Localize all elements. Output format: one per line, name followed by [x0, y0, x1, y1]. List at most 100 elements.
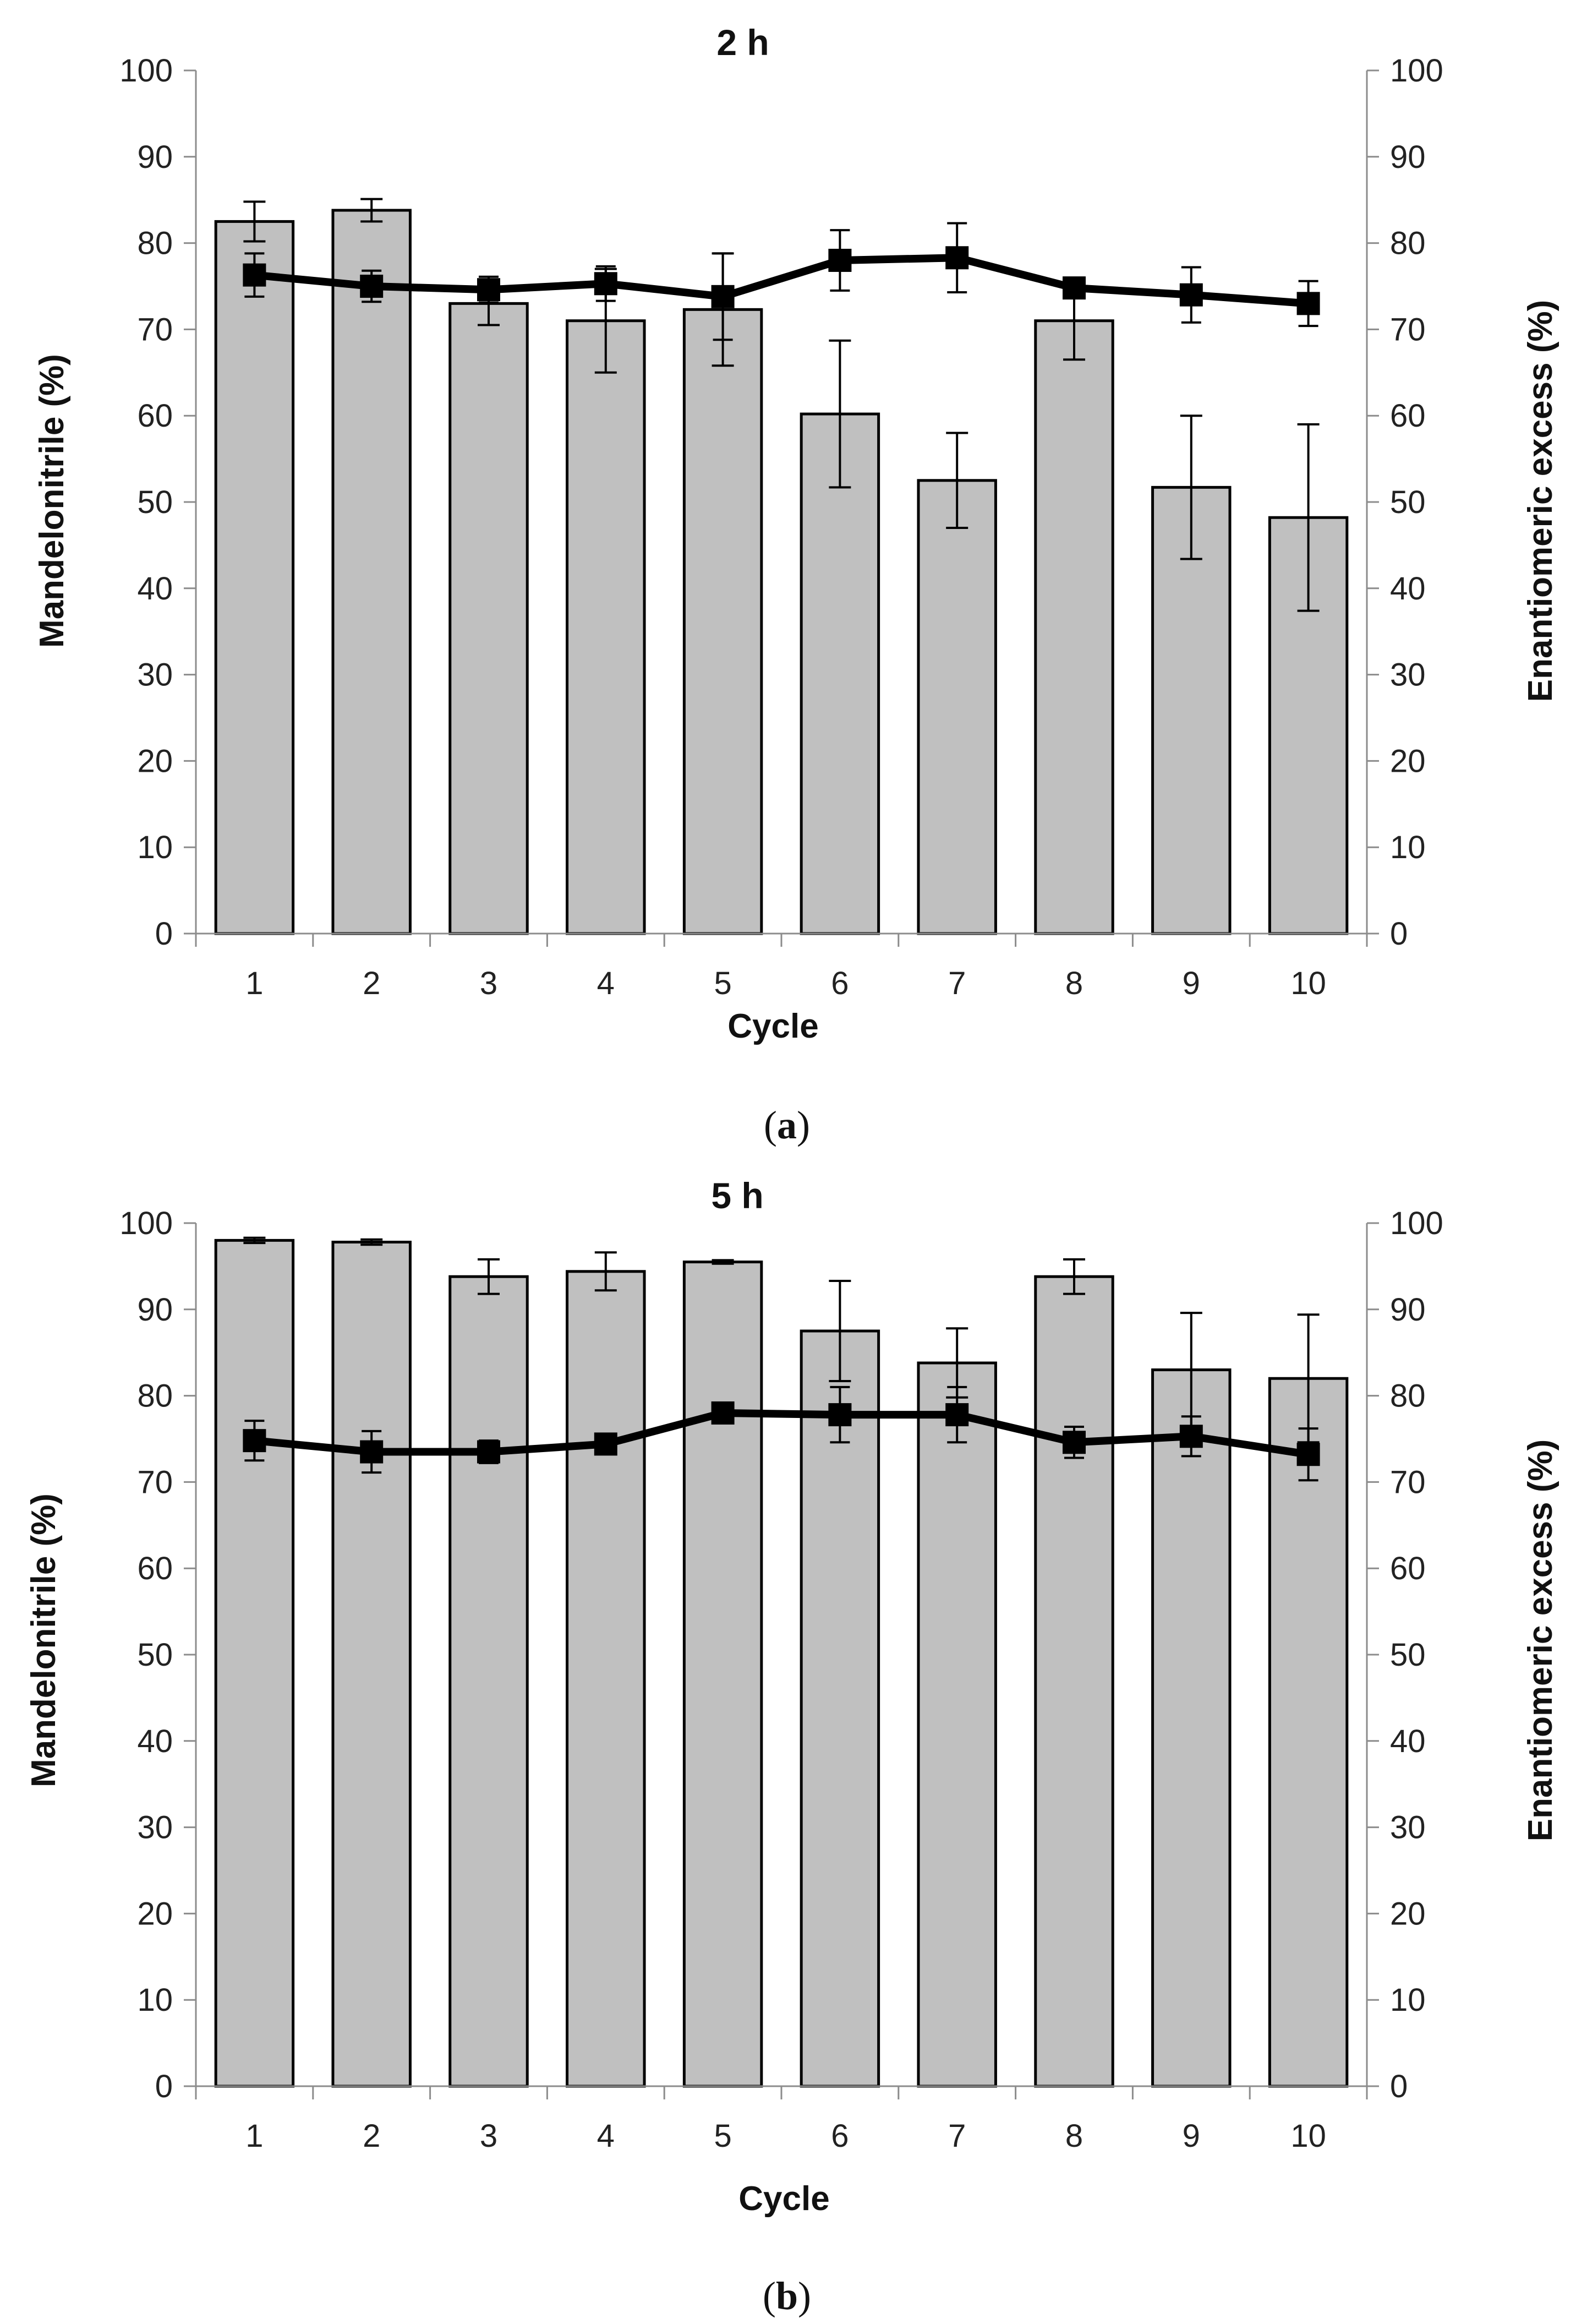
x-axis-title: Cycle — [738, 2180, 829, 2218]
bar — [331, 209, 412, 935]
y-right-tick-label: 60 — [1390, 1551, 1426, 1586]
y-right-tick-label: 70 — [1390, 312, 1426, 347]
y-right-tick-label: 0 — [1390, 2069, 1408, 2104]
bar — [1034, 1275, 1114, 2088]
bar — [917, 1361, 997, 2088]
y-left-tick-label: 10 — [137, 830, 173, 865]
y-left-tick-label: 0 — [155, 2069, 173, 2104]
bar — [566, 319, 646, 935]
y-left-tick-label: 100 — [119, 1205, 173, 1241]
y-left-tick-label: 0 — [155, 916, 173, 952]
x-tick-label: 3 — [480, 965, 497, 1001]
panel-label: (a) — [764, 1103, 810, 1147]
ee-marker — [945, 1403, 969, 1427]
y-left-tick-label: 10 — [137, 1982, 173, 2018]
chart-title: 5 h — [711, 1175, 763, 1216]
bar — [331, 1240, 412, 2088]
x-tick-label: 1 — [245, 965, 263, 1001]
ee-marker — [711, 1401, 735, 1425]
y-right-tick-label: 90 — [1390, 1292, 1426, 1328]
ee-marker — [477, 278, 500, 302]
ee-series-line — [250, 254, 1312, 308]
plot-area: 0 0 10 10 20 20 30 30 40 40 50 50 60 60 70 70 80 80 90 90 10… — [119, 1205, 1443, 2154]
x-tick-label: 7 — [948, 2118, 966, 2154]
y-left-tick-label: 20 — [137, 743, 173, 779]
y-right-tick-label: 20 — [1390, 743, 1426, 779]
x-tick-label: 6 — [831, 965, 849, 1001]
y-left-tick-label: 30 — [137, 1810, 173, 1846]
bar — [1268, 1377, 1349, 2088]
y-left-tick-label: 40 — [137, 571, 173, 607]
x-tick-label: 5 — [714, 2118, 731, 2154]
y-right-tick-label: 50 — [1390, 1637, 1426, 1673]
x-tick-label: 2 — [363, 2118, 380, 2154]
y-right-tick-label: 100 — [1390, 1205, 1443, 1241]
panel-label: (b) — [763, 2274, 811, 2318]
bar — [1034, 319, 1114, 935]
x-tick-label: 2 — [363, 965, 380, 1001]
ee-marker — [1179, 1425, 1203, 1448]
ee-marker — [828, 1403, 852, 1427]
y-left-tick-label: 90 — [137, 139, 173, 175]
ee-marker — [828, 248, 852, 272]
x-axis-title: Cycle — [727, 1007, 818, 1045]
x-tick-label: 10 — [1290, 965, 1326, 1001]
bar — [800, 1329, 880, 2088]
y-right-tick-label: 10 — [1390, 830, 1426, 865]
ee-marker — [594, 1432, 617, 1456]
y-right-tick-label: 0 — [1390, 916, 1408, 952]
y-axis-right-title: Enantiomeric excess (%) — [1522, 300, 1559, 702]
y-right-tick-label: 100 — [1390, 53, 1443, 89]
x-tick-label: 9 — [1183, 965, 1200, 1001]
chart-panel-b: 5 h 0 0 10 10 20 20 30 30 40 40 50 50 60 60 70 70 80 80 90… — [25, 1175, 1559, 2318]
x-tick-label: 1 — [245, 2118, 263, 2154]
bar — [448, 1275, 529, 2088]
x-tick-label: 4 — [597, 965, 615, 1001]
y-right-tick-label: 40 — [1390, 1723, 1426, 1759]
y-left-tick-label: 60 — [137, 1551, 173, 1586]
x-tick-label: 5 — [714, 965, 731, 1001]
x-tick-label: 6 — [831, 2118, 849, 2154]
ee-marker — [711, 285, 735, 308]
bar — [682, 308, 763, 935]
y-right-tick-label: 40 — [1390, 571, 1426, 607]
x-tick-label: 8 — [1065, 2118, 1083, 2154]
y-axis-right-title: Enantiomeric excess (%) — [1522, 1439, 1559, 1842]
y-right-tick-label: 10 — [1390, 1982, 1426, 2018]
panel-letter: b — [776, 2274, 798, 2318]
y-left-tick-label: 20 — [137, 1896, 173, 1932]
y-left-tick-label: 90 — [137, 1292, 173, 1328]
bar — [682, 1261, 763, 2088]
bar — [1151, 1368, 1232, 2088]
chart-panel-a: 2 h 0 0 10 10 20 20 30 30 40 40 50 50 60 60 70 70 80 80 90… — [33, 22, 1559, 1147]
ee-marker — [243, 1429, 266, 1453]
y-left-tick-label: 100 — [119, 53, 173, 89]
y-right-tick-label: 90 — [1390, 139, 1426, 175]
y-right-tick-label: 80 — [1390, 226, 1426, 261]
y-axis-left-title: Mandelonitrile (%) — [25, 1493, 63, 1787]
y-left-tick-label: 60 — [137, 398, 173, 434]
y-left-tick-label: 50 — [137, 484, 173, 520]
y-right-tick-label: 30 — [1390, 1810, 1426, 1846]
ee-marker — [1063, 1431, 1086, 1454]
ee-marker — [360, 1440, 384, 1464]
bar — [800, 412, 880, 935]
x-tick-label: 4 — [597, 2118, 615, 2154]
y-left-tick-label: 70 — [137, 312, 173, 347]
x-tick-label: 3 — [480, 2118, 497, 2154]
ee-marker — [1063, 276, 1086, 300]
bar — [917, 479, 997, 935]
x-tick-label: 7 — [948, 965, 966, 1001]
ee-marker — [1296, 292, 1320, 315]
y-left-tick-label: 80 — [137, 226, 173, 261]
y-left-tick-label: 70 — [137, 1464, 173, 1500]
chart-title: 2 h — [716, 22, 769, 63]
ee-marker — [477, 1440, 500, 1464]
y-left-tick-label: 80 — [137, 1378, 173, 1414]
ee-series-line — [250, 1409, 1312, 1459]
bar — [214, 1239, 295, 2088]
y-left-tick-label: 40 — [137, 1723, 173, 1759]
bar — [448, 302, 529, 935]
y-right-tick-label: 70 — [1390, 1464, 1426, 1500]
bar — [1151, 485, 1232, 935]
